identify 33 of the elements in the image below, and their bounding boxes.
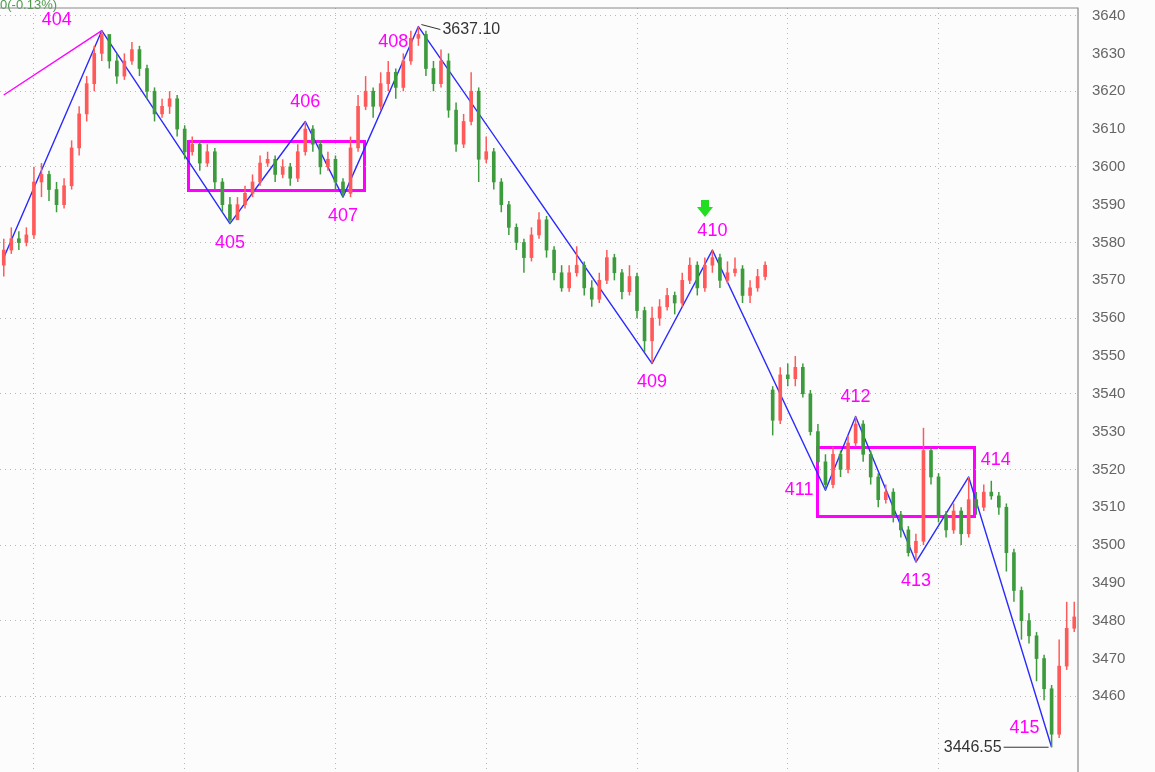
annotation: 410: [697, 220, 728, 241]
y-tick-label: 3540: [1092, 383, 1126, 401]
annotation: 414: [980, 448, 1011, 469]
y-tick-label: 3640: [1092, 5, 1126, 23]
annotation: 409: [637, 371, 668, 392]
y-tick-label: 3520: [1092, 459, 1126, 477]
annotation: 408: [378, 30, 409, 51]
y-tick-label: 3500: [1092, 535, 1126, 553]
y-tick-label: 3460: [1092, 686, 1126, 704]
y-tick-label: 3580: [1092, 232, 1126, 250]
y-tick-label: 3510: [1092, 497, 1126, 515]
y-tick-label: 3530: [1092, 421, 1126, 439]
y-tick-label: 3470: [1092, 648, 1126, 666]
y-tick-label: 3550: [1092, 346, 1126, 364]
y-tick-label: 3570: [1092, 270, 1126, 288]
y-tick-label: 3480: [1092, 610, 1126, 628]
annotation: 412: [840, 386, 871, 407]
y-tick-label: 3590: [1092, 194, 1126, 212]
y-tick-label: 3620: [1092, 81, 1126, 99]
y-tick-label: 3490: [1092, 573, 1126, 591]
y-tick-label: 3560: [1092, 308, 1126, 326]
y-tick-label: 3600: [1092, 156, 1126, 174]
annotation: 415: [1009, 717, 1040, 738]
annotation: 405: [214, 231, 245, 252]
y-tick-label: 3630: [1092, 43, 1126, 61]
text: 3446.55: [943, 737, 1002, 755]
annotation: 413: [900, 570, 931, 591]
annotation: 411: [784, 479, 814, 500]
text: 3637.10: [442, 19, 501, 37]
y-tick-label: 3610: [1092, 119, 1126, 137]
annotation: 0(-0.13%): [0, 0, 58, 12]
annotation: 406: [290, 91, 321, 112]
annotation: 407: [327, 205, 359, 226]
